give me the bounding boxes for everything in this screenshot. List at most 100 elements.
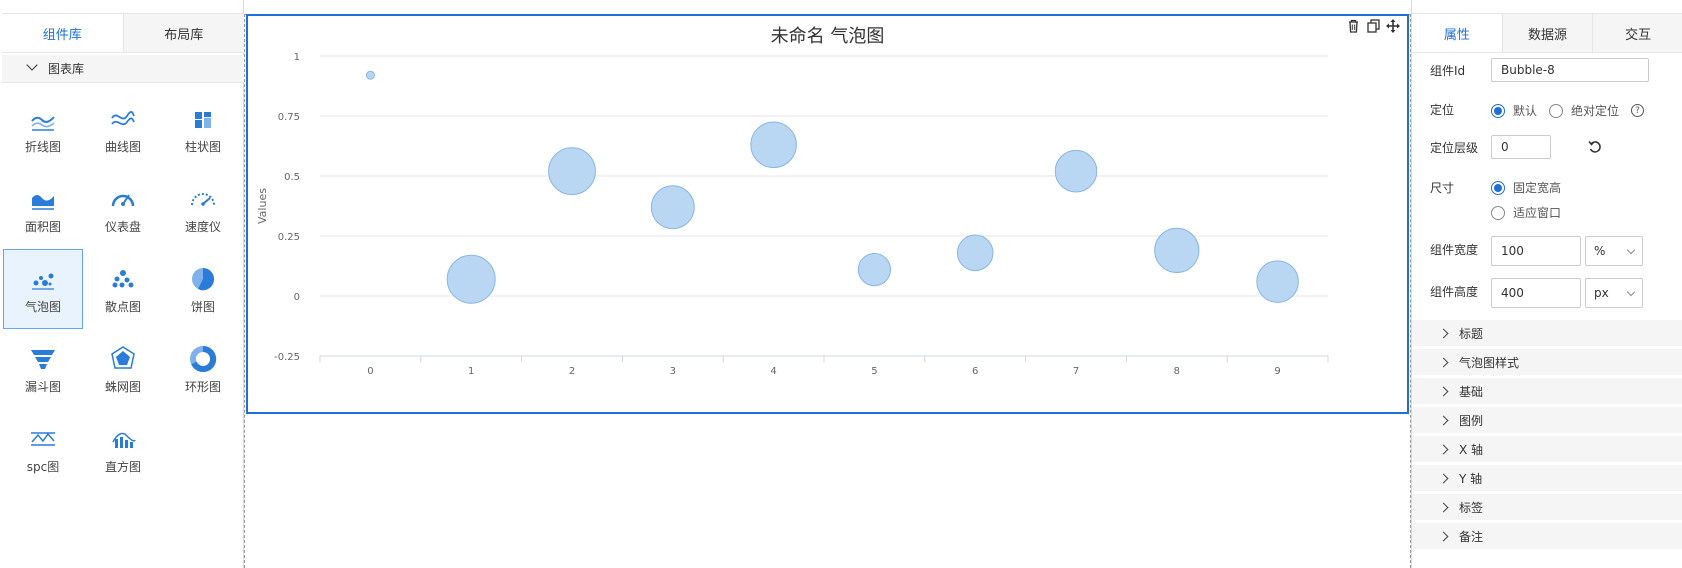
section-label: 气泡图样式 xyxy=(1459,355,1520,370)
height-row: 组件高度 px xyxy=(1430,278,1643,308)
chevron-right-icon xyxy=(1438,415,1449,425)
bubble xyxy=(857,253,891,287)
component-spc-chart[interactable]: spc图 xyxy=(3,409,83,489)
x-tick-label: 0 xyxy=(367,366,373,377)
y-tick-label: 0.5 xyxy=(284,172,300,183)
tab-interaction[interactable]: 交互 xyxy=(1592,14,1682,52)
bubble xyxy=(1054,149,1098,193)
chevron-down-icon xyxy=(26,59,38,71)
component-label: 直方图 xyxy=(104,459,141,474)
section-label: X 轴 xyxy=(1459,442,1484,457)
z-index-row: 定位层级 xyxy=(1430,135,1602,159)
section-y-axis[interactable]: Y 轴 xyxy=(1412,465,1682,492)
bubble-chart-component[interactable]: 1 0.75 0.5 0.25 0 -0.25 0 1 2 3 4 5 6 7 8 9 Values 未命名 气… xyxy=(246,14,1409,414)
chevron-right-icon xyxy=(1438,386,1449,396)
height-unit-select[interactable]: px xyxy=(1585,278,1643,308)
component-id-label: 组件Id xyxy=(1430,63,1466,78)
component-area-chart[interactable]: 面积图 xyxy=(3,169,83,249)
chart-library-header[interactable]: 图表库 xyxy=(2,55,244,83)
section-notes[interactable]: 备注 xyxy=(1412,523,1682,550)
x-tick-label: 5 xyxy=(871,366,877,377)
help-icon[interactable]: ? xyxy=(1631,104,1645,117)
component-gauge[interactable]: 仪表盘 xyxy=(83,169,163,249)
z-index-input[interactable] xyxy=(1491,135,1551,159)
size-fit-radio[interactable] xyxy=(1491,205,1505,220)
size-fixed-radio[interactable] xyxy=(1491,180,1505,195)
section-label: 标题 xyxy=(1459,326,1484,341)
chevron-right-icon xyxy=(1438,328,1449,338)
chevron-right-icon xyxy=(1438,531,1449,541)
position-absolute-label: 绝对定位 xyxy=(1571,104,1620,118)
x-tick-label: 9 xyxy=(1274,366,1280,377)
move-icon[interactable] xyxy=(1385,18,1401,34)
component-histogram[interactable]: 直方图 xyxy=(83,409,163,489)
position-default-label: 默认 xyxy=(1513,104,1538,118)
size-fit-label: 适应窗口 xyxy=(1513,206,1562,220)
radar-chart-icon xyxy=(111,345,135,369)
component-label: 折线图 xyxy=(24,139,61,154)
width-unit-select[interactable]: % xyxy=(1585,236,1643,266)
chevron-down-icon xyxy=(1626,245,1636,254)
component-label: 仪表盘 xyxy=(104,219,141,234)
section-basic[interactable]: 基础 xyxy=(1412,378,1682,405)
section-bubble-style[interactable]: 气泡图样式 xyxy=(1412,349,1682,376)
chart-toolbar xyxy=(1345,18,1401,34)
x-tick-label: 8 xyxy=(1174,366,1180,377)
bubble xyxy=(956,234,994,272)
tab-components[interactable]: 组件库 xyxy=(2,14,123,52)
component-scatter-chart[interactable]: 散点图 xyxy=(83,249,163,329)
component-label: 面积图 xyxy=(24,219,61,234)
scatter-chart-icon xyxy=(112,269,134,287)
chevron-right-icon xyxy=(1438,473,1449,483)
position-absolute-radio[interactable] xyxy=(1549,103,1564,118)
section-label: 图例 xyxy=(1459,413,1484,428)
chart-library-label: 图表库 xyxy=(48,62,85,76)
tab-data-source[interactable]: 数据源 xyxy=(1501,14,1593,52)
z-index-label: 定位层级 xyxy=(1430,140,1479,155)
component-bar-chart[interactable]: 柱状图 xyxy=(163,89,243,169)
component-label: 散点图 xyxy=(104,299,141,314)
reset-icon[interactable] xyxy=(1588,140,1602,154)
component-label: 蛛网图 xyxy=(104,379,141,394)
component-line-chart[interactable]: 折线图 xyxy=(3,89,83,169)
tab-layouts[interactable]: 布局库 xyxy=(122,14,244,52)
trash-icon[interactable] xyxy=(1345,18,1361,34)
tab-properties[interactable]: 属性 xyxy=(1412,14,1502,52)
component-radar-chart[interactable]: 蛛网图 xyxy=(83,329,163,409)
component-pie-chart[interactable]: 饼图 xyxy=(163,249,243,329)
chart-title: 未命名 气泡图 xyxy=(770,26,885,47)
component-label: 曲线图 xyxy=(104,139,141,154)
section-labels[interactable]: 标签 xyxy=(1412,494,1682,521)
y-tick-label: 0 xyxy=(294,292,300,303)
size-fixed-label: 固定宽高 xyxy=(1513,181,1562,195)
bubble-chart-plot: 1 0.75 0.5 0.25 0 -0.25 0 1 2 3 4 5 6 7 8 9 Values xyxy=(256,52,1329,377)
section-x-axis[interactable]: X 轴 xyxy=(1412,436,1682,463)
section-title[interactable]: 标题 xyxy=(1412,320,1682,347)
y-tick-label: 1 xyxy=(294,52,300,63)
component-funnel-chart[interactable]: 漏斗图 xyxy=(3,329,83,409)
gauge-icon xyxy=(111,193,135,206)
position-default-radio[interactable] xyxy=(1491,103,1505,118)
library-tabs: 组件库 布局库 xyxy=(2,13,244,53)
section-label: 备注 xyxy=(1459,529,1484,544)
curve-chart-icon xyxy=(111,110,135,125)
width-label: 组件宽度 xyxy=(1430,242,1479,257)
width-input[interactable] xyxy=(1491,236,1581,266)
section-label: 标签 xyxy=(1459,500,1484,515)
width-unit-value: % xyxy=(1594,244,1606,258)
component-id-input[interactable] xyxy=(1491,58,1649,82)
component-bubble-chart[interactable]: 气泡图 xyxy=(3,249,83,329)
pie-chart-icon xyxy=(192,267,215,290)
section-legend[interactable]: 图例 xyxy=(1412,407,1682,434)
spc-chart-icon xyxy=(31,431,55,446)
component-curve-chart[interactable]: 曲线图 xyxy=(83,89,163,169)
bubble xyxy=(1154,227,1200,274)
component-speedometer[interactable]: 速度仪 xyxy=(163,169,243,249)
bubble-chart-icon xyxy=(32,273,54,290)
copy-icon[interactable] xyxy=(1365,18,1381,34)
y-tick-label: -0.25 xyxy=(274,352,300,363)
component-id-row: 组件Id xyxy=(1430,58,1649,82)
height-input[interactable] xyxy=(1491,278,1581,308)
bubble xyxy=(446,254,496,304)
component-donut-chart[interactable]: 环形图 xyxy=(163,329,243,409)
